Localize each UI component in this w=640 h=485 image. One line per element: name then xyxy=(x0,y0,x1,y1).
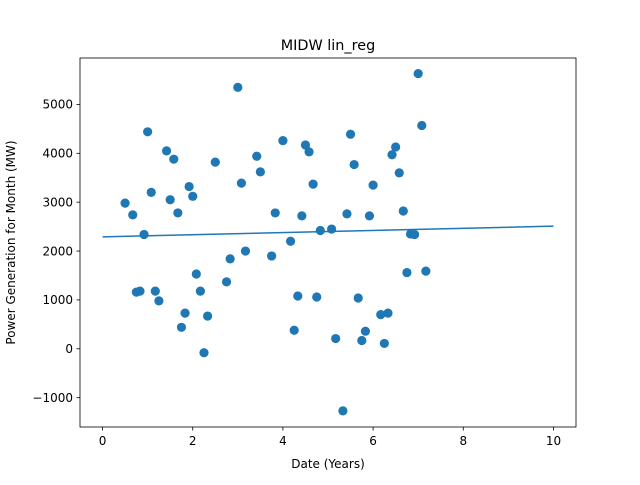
scatter-point-32 xyxy=(285,236,296,246)
y-tick-label: 5000 xyxy=(42,98,73,112)
scatter-point-12 xyxy=(173,208,183,218)
scatter-point-45 xyxy=(345,129,356,139)
scatter-point-47 xyxy=(353,293,363,303)
scatter-point-15 xyxy=(184,181,194,192)
scatter-points-layer xyxy=(120,69,431,416)
scatter-point-21 xyxy=(210,157,220,167)
scatter-point-35 xyxy=(297,211,307,221)
scatter-point-4 xyxy=(139,229,149,240)
scatter-point-11 xyxy=(169,154,179,164)
scatter-point-27 xyxy=(252,151,262,161)
y-tick-label: 3000 xyxy=(42,195,73,209)
scatter-point-10 xyxy=(165,195,175,205)
scatter-point-23 xyxy=(225,254,235,264)
scatter-point-44 xyxy=(342,209,352,219)
scatter-point-38 xyxy=(308,179,318,189)
scatter-point-20 xyxy=(203,311,213,321)
scatter-point-43 xyxy=(338,406,348,416)
scatter-point-49 xyxy=(360,326,371,336)
scatter-point-29 xyxy=(267,251,277,261)
x-tick-label: 6 xyxy=(369,434,377,448)
x-tick-label: 2 xyxy=(189,434,197,448)
scatter-point-40 xyxy=(315,225,325,236)
scatter-point-39 xyxy=(312,292,322,302)
scatter-point-17 xyxy=(191,269,201,279)
scatter-point-16 xyxy=(188,191,198,201)
scatter-point-52 xyxy=(376,309,386,320)
y-tick-label: 4000 xyxy=(42,147,73,161)
scatter-point-7 xyxy=(150,286,160,296)
scatter-point-63 xyxy=(417,120,427,131)
plot-area xyxy=(102,69,554,416)
scatter-point-55 xyxy=(387,150,397,160)
scatter-point-36 xyxy=(300,140,311,150)
x-tick-label: 10 xyxy=(546,434,561,448)
scatter-point-51 xyxy=(368,180,378,190)
scatter-point-30 xyxy=(270,208,280,218)
scatter-point-6 xyxy=(146,187,156,197)
y-tick-label: 0 xyxy=(65,342,73,356)
y-axis-ticks: −1000 0 1000 2000 3000 4000 5000 xyxy=(32,98,80,405)
scatter-point-25 xyxy=(236,178,247,188)
scatter-point-37 xyxy=(304,147,314,157)
x-axis-ticks: 0 2 4 6 8 10 xyxy=(99,427,561,448)
scatter-point-48 xyxy=(357,335,367,346)
scatter-point-3 xyxy=(135,286,145,296)
scatter-point-24 xyxy=(233,82,243,92)
scatter-point-41 xyxy=(327,224,337,234)
scatter-point-64 xyxy=(421,266,431,276)
scatter-point-5 xyxy=(143,127,153,137)
scatter-point-34 xyxy=(293,291,303,301)
scatter-point-46 xyxy=(349,159,359,170)
scatter-point-56 xyxy=(391,142,401,152)
x-axis-label: Date (Years) xyxy=(291,457,365,471)
chart-title: MIDW lin_reg xyxy=(281,38,375,54)
scatter-point-53 xyxy=(379,338,389,349)
scatter-point-33 xyxy=(289,325,299,335)
x-tick-label: 0 xyxy=(99,434,107,448)
scatter-point-0 xyxy=(120,198,130,208)
x-tick-label: 4 xyxy=(279,434,287,448)
scatter-point-62 xyxy=(413,69,423,79)
scatter-point-58 xyxy=(398,206,408,216)
scatter-point-8 xyxy=(154,296,164,306)
y-tick-label: −1000 xyxy=(32,391,73,405)
scatter-point-19 xyxy=(199,348,209,358)
y-axis-label: Power Generation for Month (MW) xyxy=(4,140,18,344)
scatter-point-13 xyxy=(176,322,187,332)
axes-frame xyxy=(79,57,577,428)
scatter-point-1 xyxy=(128,210,138,220)
scatter-point-61 xyxy=(409,229,420,240)
scatter-point-31 xyxy=(278,136,288,146)
y-tick-label: 1000 xyxy=(42,293,73,307)
scatter-point-14 xyxy=(180,308,190,318)
scatter-point-54 xyxy=(383,308,393,318)
y-tick-label: 2000 xyxy=(42,244,73,258)
scatter-point-42 xyxy=(331,333,341,344)
scatter-point-18 xyxy=(195,286,205,296)
x-tick-label: 8 xyxy=(459,434,467,448)
scatter-point-26 xyxy=(240,246,251,256)
scatter-point-22 xyxy=(221,277,232,287)
scatter-point-57 xyxy=(394,168,404,178)
scatter-point-28 xyxy=(255,167,265,177)
scatter-point-59 xyxy=(402,267,412,278)
scatter-point-50 xyxy=(364,211,375,221)
scatter-point-9 xyxy=(161,146,172,156)
